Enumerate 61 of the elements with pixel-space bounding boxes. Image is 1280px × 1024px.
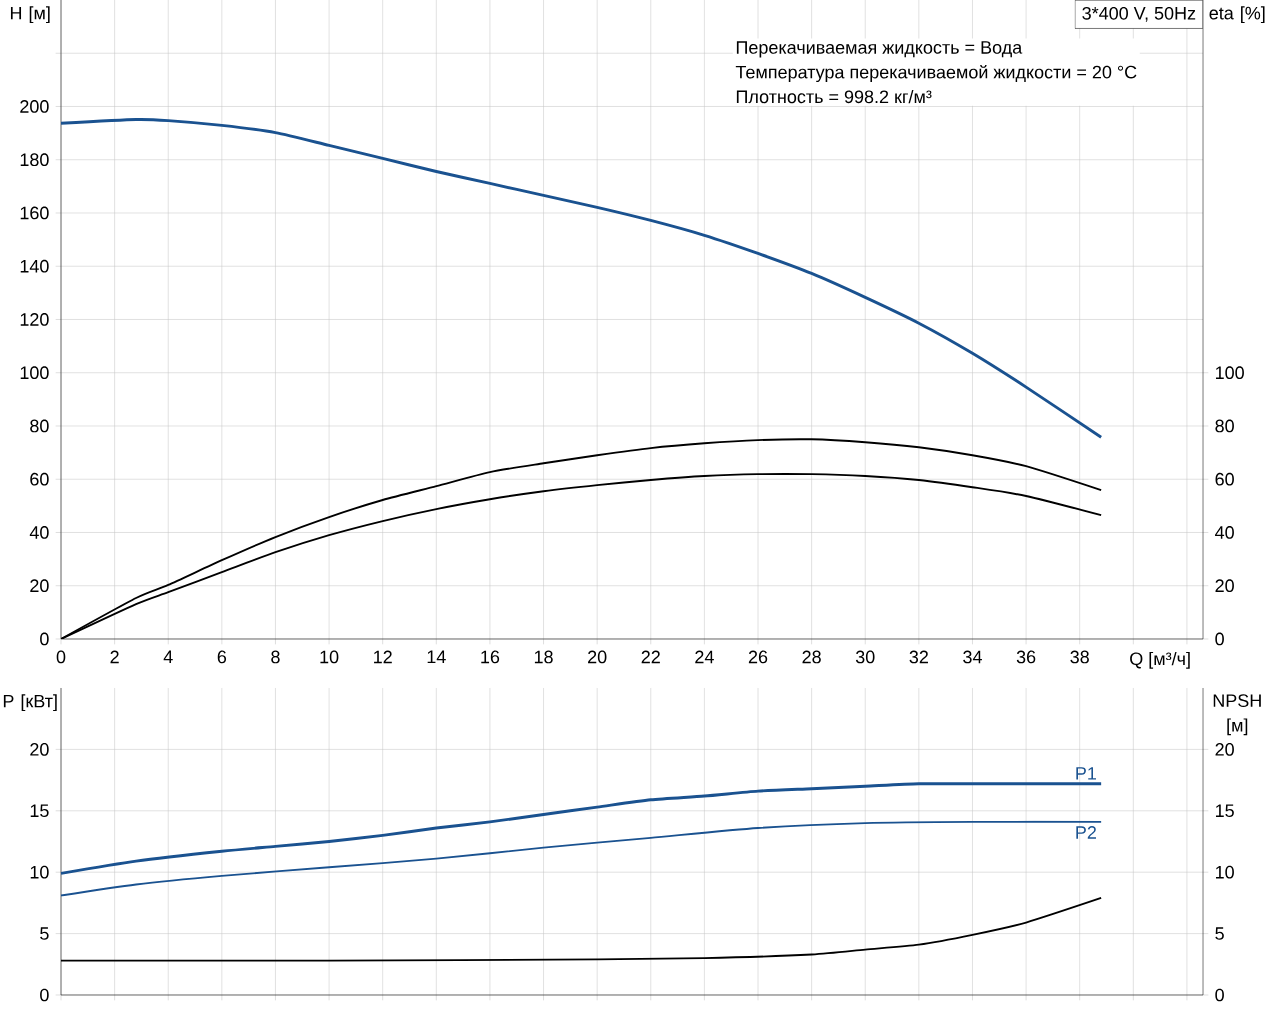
y2-tick-label: 60 <box>1215 472 1234 486</box>
y-tick-label: 140 <box>20 259 49 273</box>
x-axis-title: Q [м³/ч] <box>1130 651 1190 669</box>
line-series <box>61 820 1103 897</box>
x-tick-label: 24 <box>695 650 714 664</box>
y2-tick-label: 10 <box>1216 865 1234 879</box>
x-tick-label: 28 <box>802 650 821 664</box>
line-series <box>61 118 1103 439</box>
x-tick-label: 20 <box>588 650 607 664</box>
annotation: Перекачиваемая жидкость = Вода <box>736 41 1023 58</box>
y-tick-label: 15 <box>30 804 49 818</box>
x-tick-label: 34 <box>963 650 982 664</box>
x-tick-label: 22 <box>641 650 660 664</box>
y2-tick-label: 0 <box>1215 632 1224 646</box>
y2-axis-title: NPSH [м] <box>1213 694 1261 736</box>
x-tick-label: 30 <box>855 650 875 664</box>
y2-tick-label: 100 <box>1216 366 1244 380</box>
x-tick-label: 2 <box>110 650 119 664</box>
annotation: Температура перекачиваемой жидкости = 20 °C <box>735 64 1137 83</box>
y2-tick-label: 80 <box>1215 419 1234 433</box>
y-tick-label: 0 <box>40 988 49 1002</box>
y2-tick-label: 15 <box>1216 804 1234 818</box>
y-tick-label: 0 <box>40 632 49 646</box>
x-tick-label: 4 <box>163 650 173 663</box>
y2-tick-label: 20 <box>1215 743 1234 756</box>
x-tick-label: 10 <box>320 650 339 664</box>
y-tick-label: 5 <box>40 927 49 940</box>
x-tick-label: 36 <box>1016 650 1036 664</box>
x-tick-label: 18 <box>534 650 553 664</box>
y-tick-label: 20 <box>30 743 49 756</box>
y2-tick-label: 40 <box>1215 526 1234 539</box>
y-tick-label: 20 <box>30 579 49 593</box>
y2-tick-label: 20 <box>1215 579 1234 593</box>
y-axis-title: P [кВт] <box>3 694 57 712</box>
x-tick-label: 8 <box>271 650 280 664</box>
x-tick-label: 16 <box>481 650 500 664</box>
y2-tick-label: 5 <box>1215 927 1224 940</box>
y-tick-label: 160 <box>20 206 49 220</box>
y-tick-label: 40 <box>29 526 49 539</box>
x-tick-label: 14 <box>427 650 446 663</box>
y-tick-label: 180 <box>20 153 49 167</box>
y-axis-title: H [м] <box>10 6 50 24</box>
chart-title: 3*400 V, 50Hz <box>1082 6 1196 22</box>
line-series <box>61 782 1103 875</box>
y-tick-label: 200 <box>20 100 49 113</box>
y2-tick-label: 0 <box>1215 988 1224 1002</box>
annotation: Плотность = 998.2 кг/м³ <box>736 89 932 104</box>
series-label: P1 <box>1076 767 1097 780</box>
x-tick-label: 32 <box>909 650 928 664</box>
y-tick-label: 120 <box>20 313 49 326</box>
x-tick-label: 38 <box>1070 650 1089 664</box>
y-tick-label: 60 <box>30 472 49 486</box>
series-label: P2 <box>1076 826 1096 839</box>
y-tick-label: 100 <box>20 366 49 380</box>
y-tick-label: 10 <box>30 865 49 879</box>
y2-axis-title: eta [%] <box>1209 6 1265 24</box>
x-tick-label: 12 <box>374 650 392 664</box>
x-tick-label: 6 <box>217 650 227 664</box>
y-tick-label: 80 <box>30 419 49 433</box>
x-tick-label: 26 <box>748 650 768 664</box>
x-tick-label: 0 <box>56 650 66 664</box>
